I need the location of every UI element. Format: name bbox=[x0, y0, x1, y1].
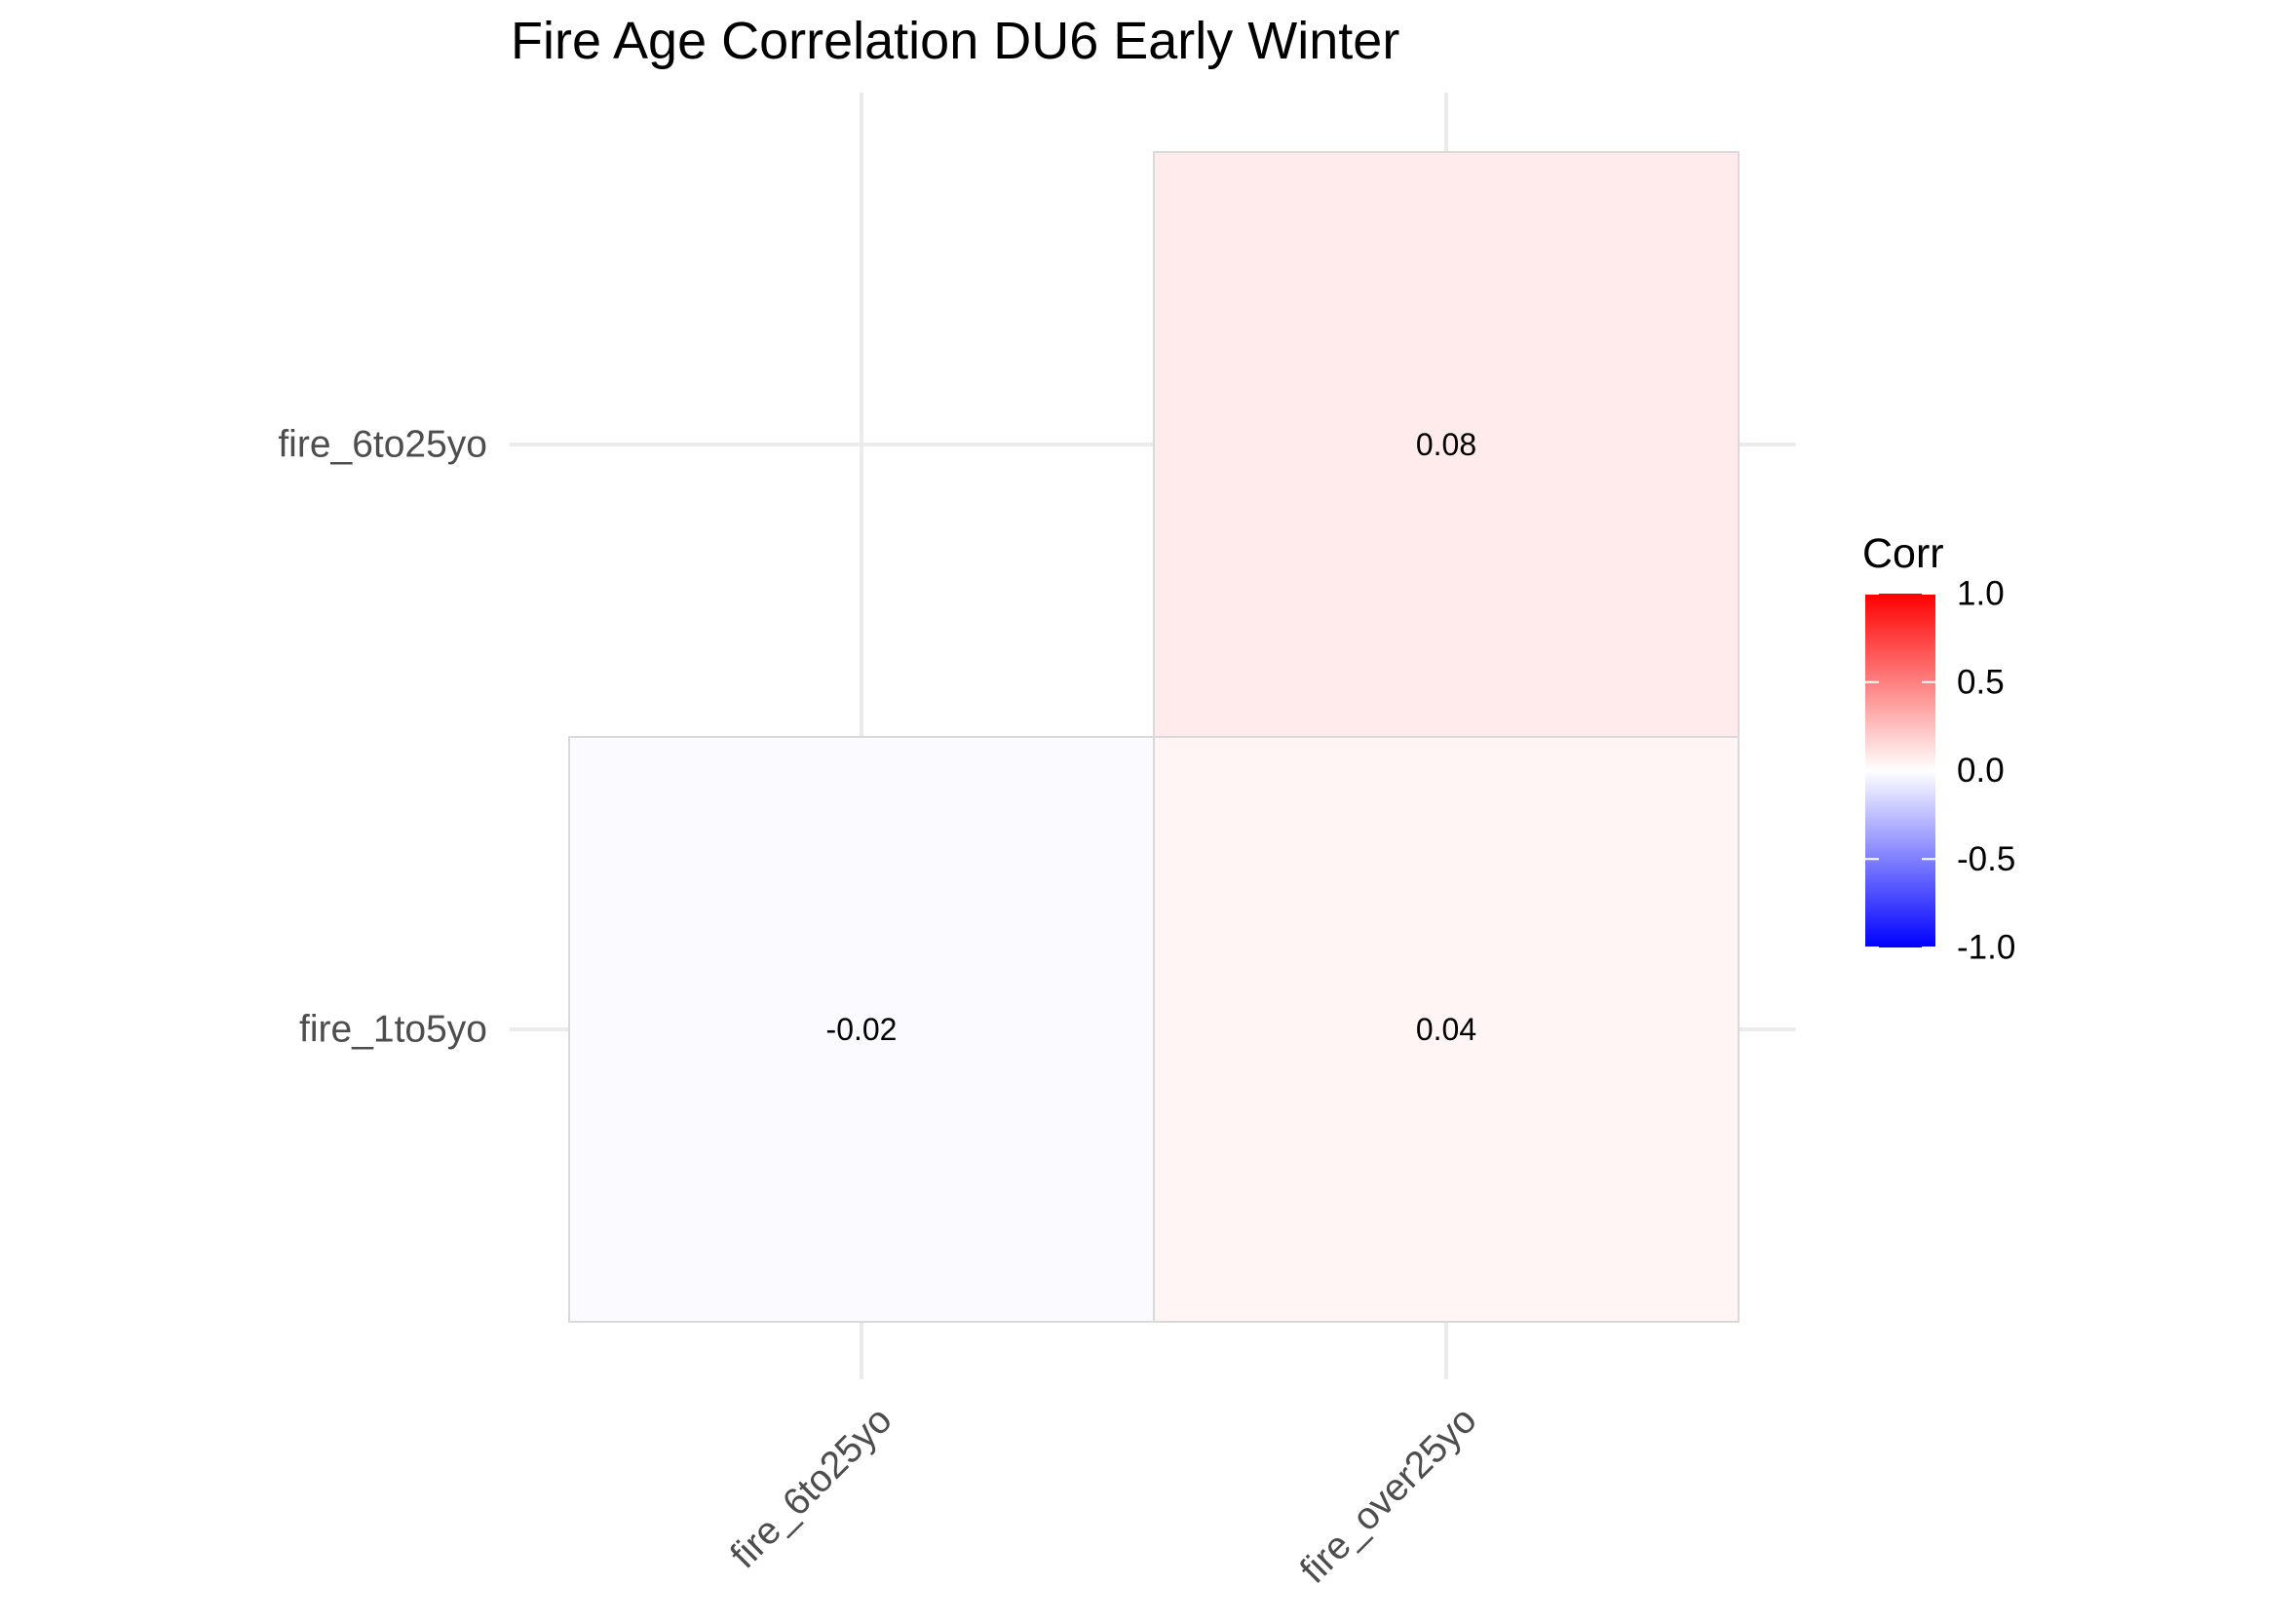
cell-value-labels: -0.02 0.04 0.08 bbox=[826, 427, 1477, 1047]
legend-tick-label: -1.0 bbox=[1957, 929, 2015, 967]
y-axis-tick-labels: fire_1to5yo fire_6to25yo bbox=[278, 424, 487, 1051]
x-tick-label: fire_over25yo bbox=[1292, 1399, 1485, 1592]
cell-value-label: 0.04 bbox=[1416, 1012, 1476, 1047]
legend-tick-label: -0.5 bbox=[1957, 840, 2015, 878]
y-tick-label: fire_1to5yo bbox=[299, 1009, 487, 1051]
x-tick-label: fire_6to25yo bbox=[722, 1399, 899, 1576]
color-legend: Corr 1.0 0.5 0.0 -0.5 -1.0 bbox=[1862, 530, 2015, 967]
legend-tick-label: 0.5 bbox=[1957, 663, 2005, 701]
chart-title: Fire Age Correlation DU6 Early Winter bbox=[511, 12, 1399, 70]
cell-value-label: -0.02 bbox=[826, 1012, 898, 1047]
y-tick-label: fire_6to25yo bbox=[278, 424, 487, 466]
x-axis-tick-labels: fire_6to25yo fire_over25yo bbox=[722, 1399, 1484, 1592]
heatmap-tiles bbox=[568, 151, 1740, 1323]
heatmap-tile bbox=[568, 736, 1155, 1323]
cell-value-label: 0.08 bbox=[1416, 427, 1476, 462]
legend-tick-label: 1.0 bbox=[1957, 575, 2005, 613]
heatmap-tile bbox=[1153, 736, 1740, 1323]
legend-title: Corr bbox=[1862, 530, 1944, 577]
heatmap-tile bbox=[1153, 151, 1740, 738]
legend-tick-label: 0.0 bbox=[1957, 752, 2005, 790]
